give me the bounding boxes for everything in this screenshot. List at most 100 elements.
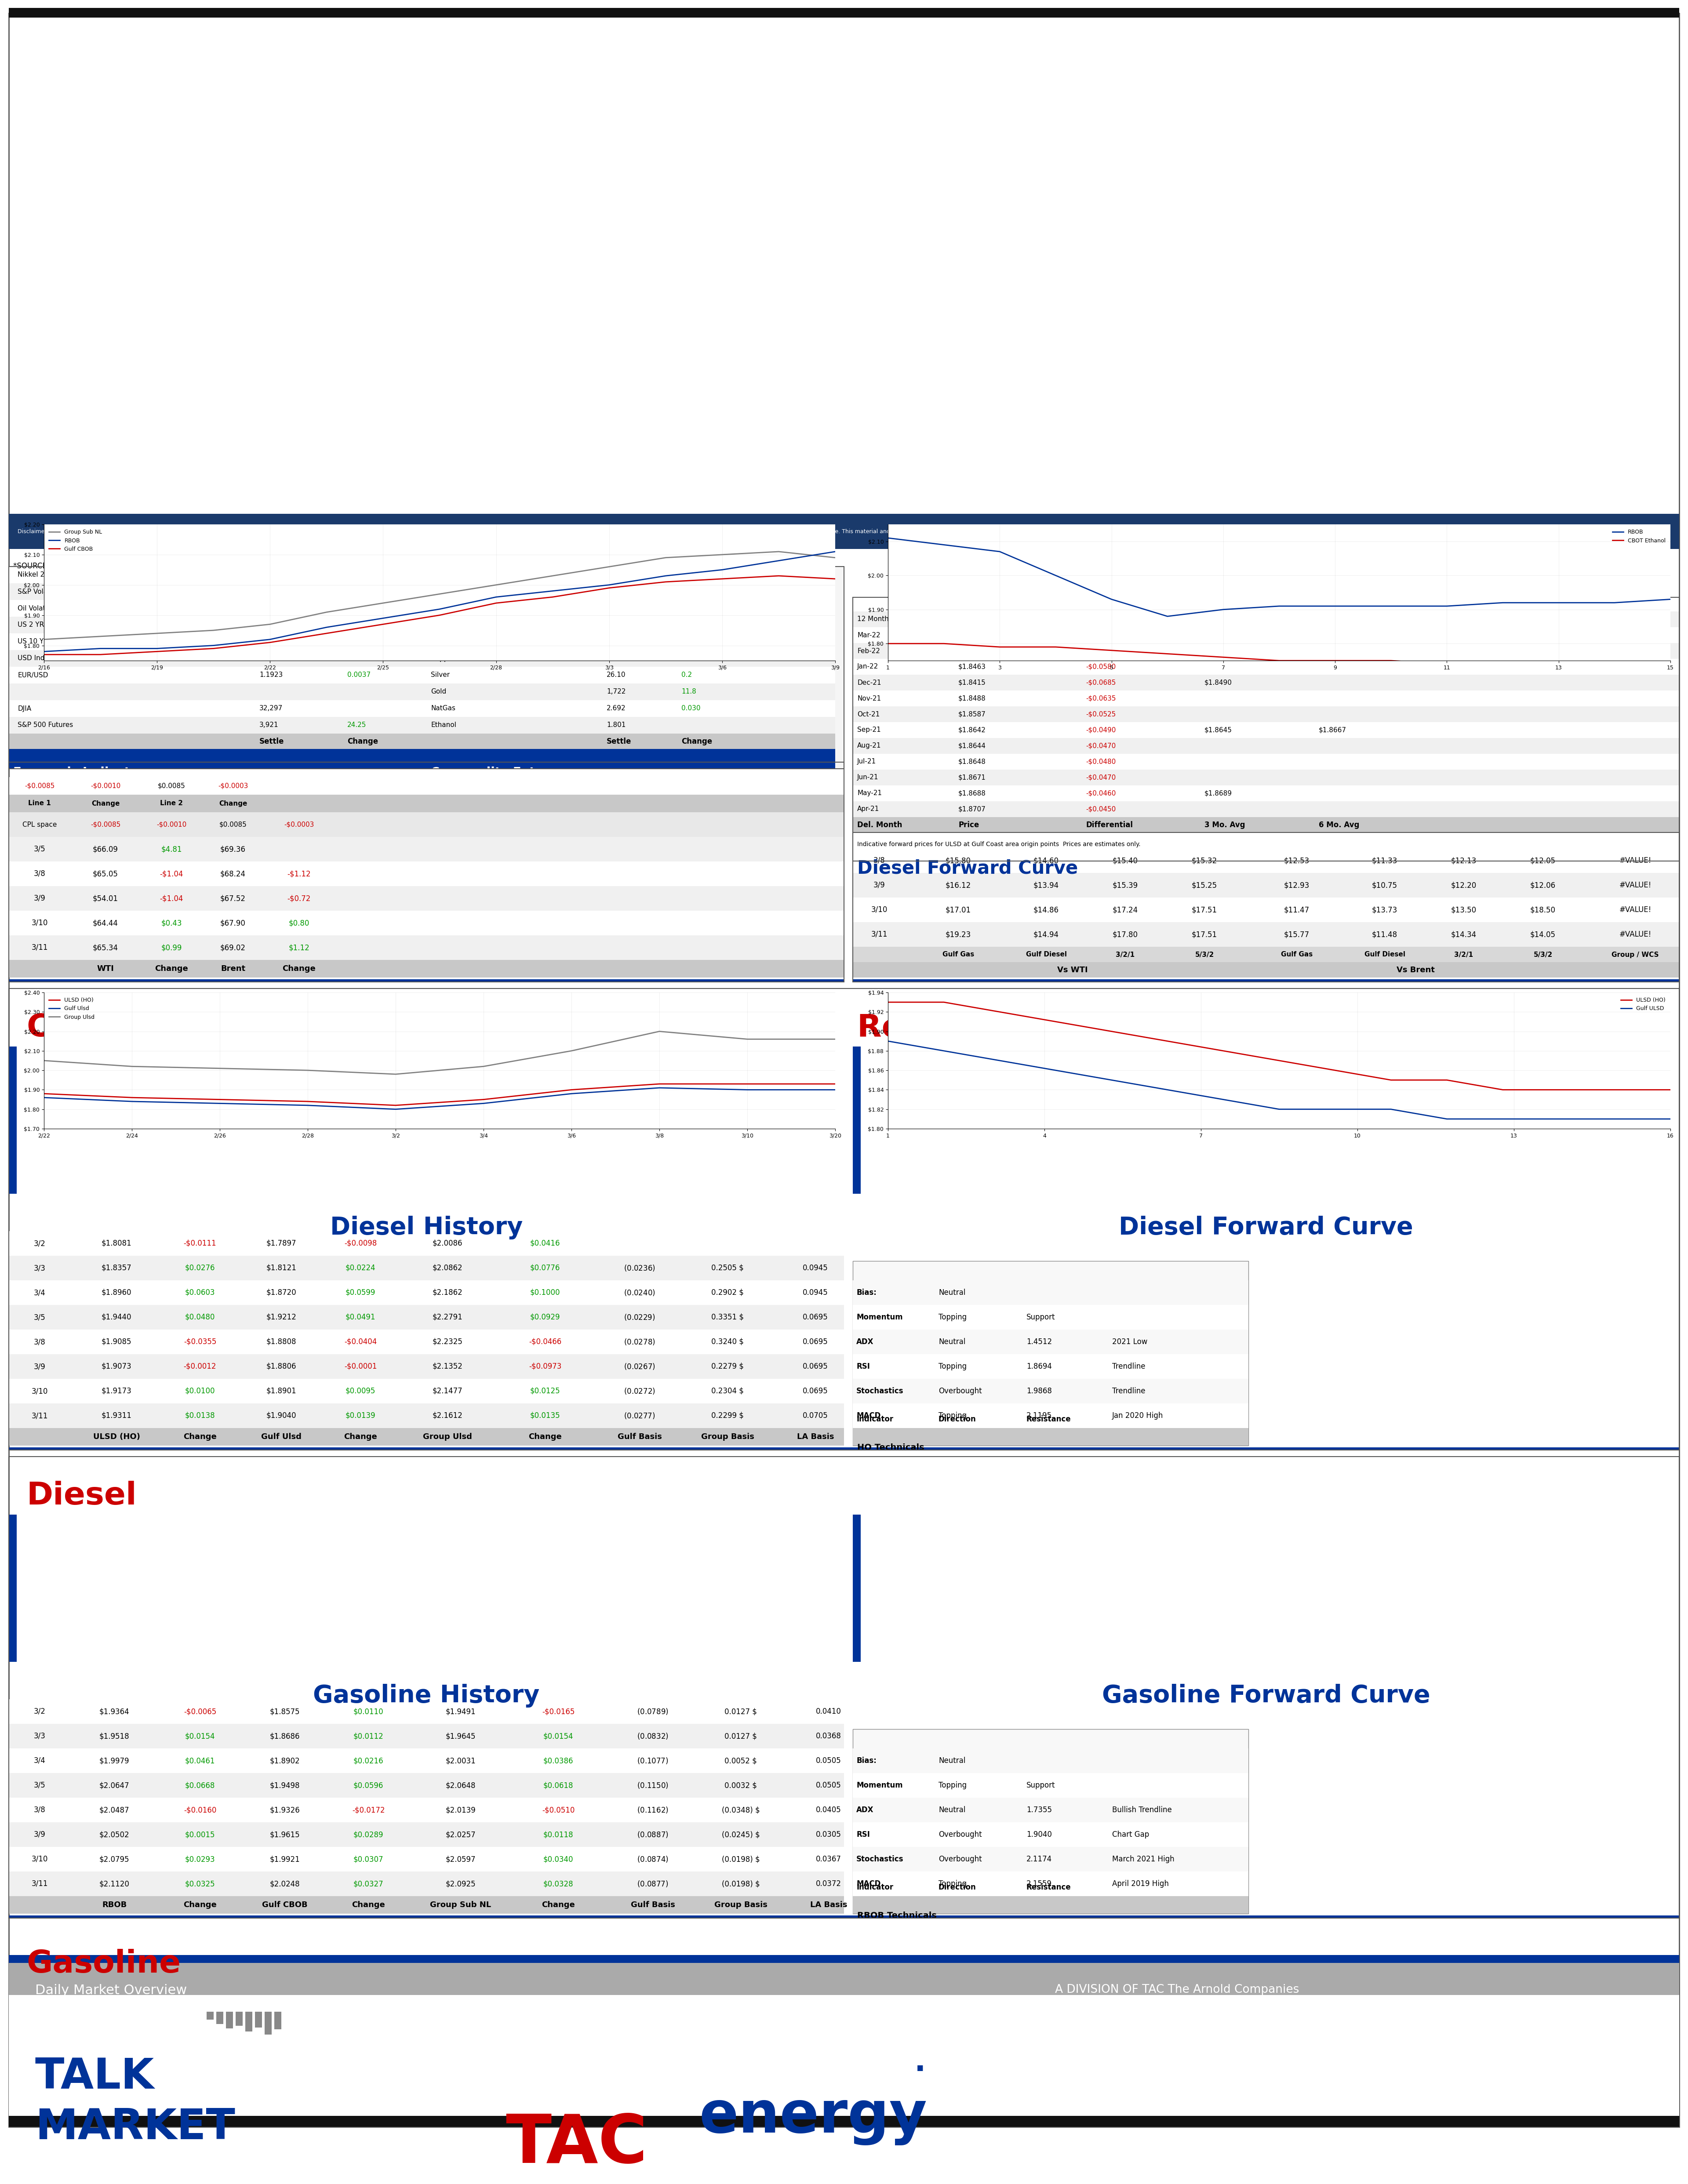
RBOB (34, 638, 54, 664)
CBOT Ethanol (1101, 638, 1121, 664)
Text: 91.83: 91.83 (260, 655, 279, 662)
Text: $1.12: $1.12 (289, 943, 309, 952)
Text: -$0.0480: -$0.0480 (1085, 758, 1116, 764)
Text: $69.02: $69.02 (219, 943, 246, 952)
Bar (8, 1723, 844, 1749)
Bar (852, 705, 1680, 723)
Text: $0.0276: $0.0276 (186, 1265, 214, 1271)
Text: $0.0668: $0.0668 (186, 1782, 214, 1789)
Line: Gulf CBOB: Gulf CBOB (44, 577, 836, 655)
Text: (0.0198) $: (0.0198) $ (722, 1880, 760, 1887)
Text: (0.0198) $: (0.0198) $ (722, 1854, 760, 1863)
Text: Resistance: Resistance (1026, 1883, 1072, 1891)
Text: Diesel: Diesel (27, 1481, 137, 1511)
Group Sub NL (147, 620, 167, 646)
Text: Gulf CBOB: Gulf CBOB (262, 1900, 307, 1909)
Text: Ethanol: Ethanol (430, 723, 456, 729)
Bar (852, 1046, 861, 1195)
Text: $14.34: $14.34 (1452, 930, 1477, 939)
Text: Sep-21: Sep-21 (858, 727, 881, 734)
Text: $0.0596: $0.0596 (353, 1782, 383, 1789)
RBOB (1269, 594, 1290, 620)
Text: Oil Volatility Index: Oil Volatility Index (17, 605, 78, 612)
Text: -$0.0085: -$0.0085 (91, 821, 120, 828)
Text: $13.50: $13.50 (1452, 906, 1477, 913)
Text: 0.0695: 0.0695 (803, 1387, 829, 1396)
Text: $ (0.0272) $: $ (0.0272) $ (625, 1387, 655, 1396)
Bar (8, 1773, 844, 1797)
CBOT Ethanol (1492, 651, 1512, 677)
Text: Daily Market Overview: Daily Market Overview (35, 1983, 187, 1996)
Gulf Ulsd (473, 1090, 493, 1116)
Text: $0.0154: $0.0154 (186, 1732, 214, 1741)
Bar (852, 1773, 1249, 1797)
Text: Change: Change (282, 965, 316, 972)
Text: *SOURCES: Nymex, CBOT, NYSE, ICE, NASDAQ, CME Group, CBOE.  Prices delayed.: *SOURCES: Nymex, CBOT, NYSE, ICE, NASDAQ… (14, 561, 316, 570)
Text: -$1.04: -$1.04 (160, 895, 184, 902)
Text: $10.75: $10.75 (1372, 882, 1398, 889)
Text: 3/11: 3/11 (32, 943, 47, 952)
Text: $1.8645: $1.8645 (1205, 727, 1232, 734)
Text: $1.8575: $1.8575 (270, 1708, 300, 1714)
RBOB (1214, 596, 1234, 622)
Text: $ (0.0240) $: $ (0.0240) $ (625, 1289, 655, 1297)
Text: Copper: Copper (430, 655, 456, 662)
Text: $12.93: $12.93 (1285, 882, 1310, 889)
Text: $1.9173: $1.9173 (101, 1387, 132, 1396)
Bar (852, 1730, 1249, 1913)
RBOB (1604, 590, 1624, 616)
Text: RBOB Technicals: RBOB Technicals (858, 1911, 937, 1920)
Bar (427, 666, 836, 684)
Bar (8, 513, 1680, 548)
Group Ulsd (209, 1055, 230, 1081)
Text: $1.9979: $1.9979 (100, 1756, 130, 1765)
RBOB (316, 614, 336, 640)
Text: WTI: WTI (96, 965, 115, 972)
Text: $2.2325: $2.2325 (432, 1339, 463, 1345)
Text: 0.0695: 0.0695 (803, 1313, 829, 1321)
Text: -0.005: -0.005 (682, 537, 702, 544)
Text: $0.0293: $0.0293 (186, 1854, 214, 1863)
Text: 3/2: 3/2 (34, 1708, 46, 1714)
Text: -1.47: -1.47 (348, 587, 365, 594)
Text: $1.8901: $1.8901 (267, 1387, 297, 1396)
Text: 3/11: 3/11 (32, 1411, 47, 1420)
Text: 3/8: 3/8 (34, 1806, 46, 1815)
Text: $1.8667: $1.8667 (1318, 727, 1347, 734)
Text: -$0.72: -$0.72 (287, 895, 311, 902)
RBOB (825, 539, 846, 566)
Text: -$0.0490: -$0.0490 (1085, 727, 1116, 734)
Group Sub NL (825, 544, 846, 570)
Bar (852, 1280, 1249, 1306)
Text: USD Index: USD Index (17, 655, 52, 662)
ULSD (HO) (122, 1085, 142, 1112)
Group Sub NL (373, 590, 393, 616)
Gulf CBOB (203, 636, 223, 662)
Text: -$0.0470: -$0.0470 (1085, 743, 1116, 749)
Text: $1.9645: $1.9645 (446, 1732, 476, 1741)
Bar (8, 633, 427, 651)
Gulf ULSD (1381, 1096, 1401, 1123)
Text: 3/10: 3/10 (32, 1387, 47, 1396)
Text: -$0.0010: -$0.0010 (157, 821, 186, 828)
Text: $14.94: $14.94 (1033, 930, 1058, 939)
Text: 3.75: 3.75 (682, 622, 695, 629)
Text: 2.692: 2.692 (606, 705, 626, 712)
Bar (8, 616, 427, 633)
Text: $2.0925: $2.0925 (446, 1880, 476, 1887)
Text: US 10 YR YIELD: US 10 YR YIELD (17, 638, 69, 644)
Text: 3/9: 3/9 (34, 1830, 46, 1839)
Text: $1.8960: $1.8960 (101, 1289, 132, 1297)
Legend: ULSD (HO), Gulf Ulsd, Group Ulsd: ULSD (HO), Gulf Ulsd, Group Ulsd (47, 996, 96, 1022)
Text: -$0.0507: -$0.0507 (1085, 616, 1116, 622)
Text: -$0.0466: -$0.0466 (528, 1339, 562, 1345)
Text: Corn: Corn (430, 622, 447, 629)
Text: $18.50: $18.50 (1531, 906, 1556, 913)
Text: Group Basis: Group Basis (701, 1433, 755, 1441)
Text: $2.0248: $2.0248 (270, 1880, 300, 1887)
Text: 0.2902 $: 0.2902 $ (711, 1289, 744, 1297)
Text: Support: Support (1026, 1313, 1055, 1321)
Text: Direction: Direction (939, 1415, 976, 1424)
Text: Indicator: Indicator (856, 1883, 893, 1891)
Text: $1.9212: $1.9212 (267, 1313, 297, 1321)
